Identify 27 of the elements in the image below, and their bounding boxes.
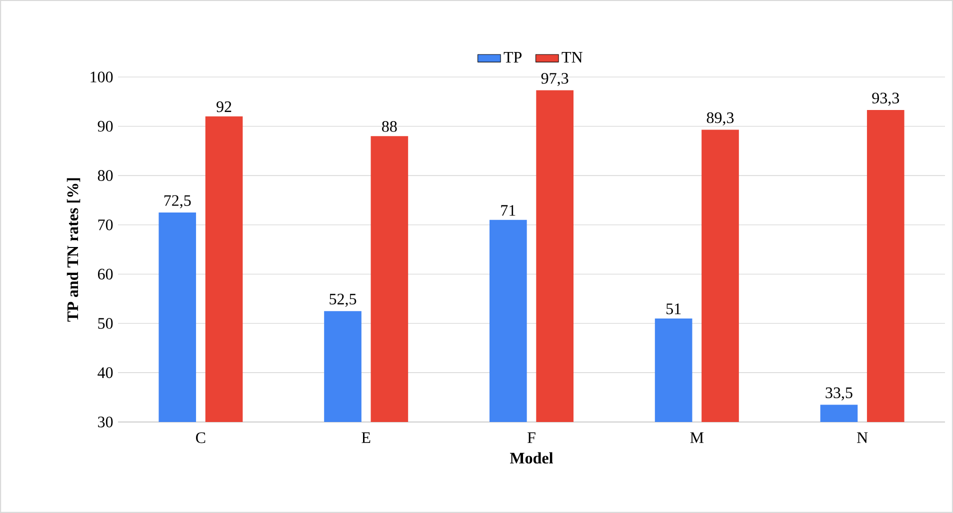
legend-label: TP xyxy=(504,52,522,62)
y-tick-label: 80 xyxy=(98,170,113,181)
data-label: 72,5 xyxy=(164,195,191,208)
data-label: 33,5 xyxy=(826,387,852,400)
y-tick-label: 70 xyxy=(98,219,113,230)
data-label: 93,3 xyxy=(872,92,900,106)
x-tick-label: F xyxy=(528,432,536,443)
data-label: 97,3 xyxy=(541,72,568,86)
y-tick-label: 90 xyxy=(98,120,113,132)
data-label: 88 xyxy=(382,121,397,132)
y-tick-label: 30 xyxy=(98,416,113,428)
y-tick-label: 40 xyxy=(98,367,113,378)
y-tick-label: 100 xyxy=(90,72,113,82)
data-label: 52,5 xyxy=(330,294,356,307)
data-label: 89,3 xyxy=(706,112,734,126)
x-axis-title: Model xyxy=(510,452,553,464)
legend-label: TN xyxy=(562,52,582,62)
data-label: 51 xyxy=(666,304,681,314)
data-label: 92 xyxy=(216,101,232,112)
x-tick-label: E xyxy=(362,432,370,443)
x-tick-label: M xyxy=(690,432,704,443)
y-tick-label: 50 xyxy=(98,318,113,329)
data-label: 71 xyxy=(501,205,516,216)
y-tick-label: 60 xyxy=(98,268,113,280)
x-tick-label: N xyxy=(856,432,868,443)
y-axis-title: TP and TN rates [%] xyxy=(66,178,80,322)
x-tick-label: C xyxy=(196,432,206,444)
